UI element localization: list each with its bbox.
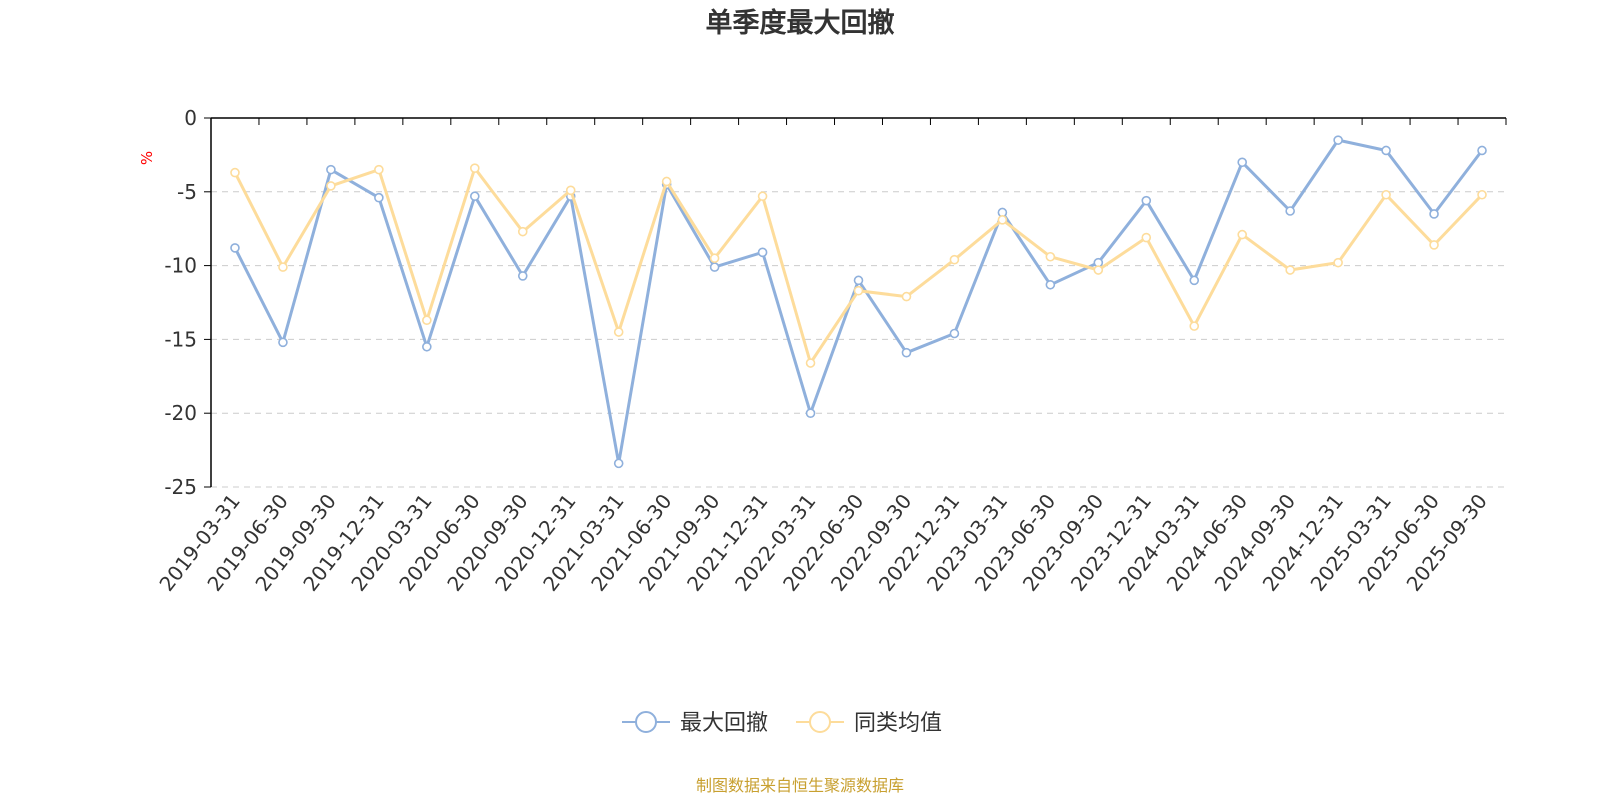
series-1-point	[1045, 279, 1056, 290]
series-2-point	[278, 262, 288, 272]
series-2-point	[805, 358, 816, 368]
series-1-point	[517, 271, 528, 281]
series-1-point	[278, 337, 288, 348]
series-2-point	[1333, 257, 1343, 268]
legend-label-2: 同类均值	[854, 711, 942, 736]
series-1-point	[805, 408, 816, 419]
series-2-point	[901, 291, 912, 302]
legend-marker-1	[635, 711, 657, 733]
y-tick-label: -10	[164, 254, 197, 278]
series-2-point	[709, 253, 720, 264]
series-2-point	[1093, 265, 1104, 275]
series-2-point	[1429, 240, 1439, 250]
series-2-point	[949, 254, 960, 265]
series-1-point	[1189, 275, 1200, 286]
series-1-point	[853, 275, 864, 286]
series-group	[230, 135, 1487, 469]
series-1-point	[949, 328, 960, 339]
series-2-point	[997, 215, 1008, 225]
series-2-point	[469, 163, 480, 173]
series-2-point	[422, 315, 432, 326]
series-2-point	[1285, 265, 1295, 275]
series-2-point	[1237, 229, 1248, 240]
series-1-point	[1237, 157, 1248, 168]
legend-marker-2	[809, 711, 831, 733]
series-1-point	[1381, 145, 1391, 156]
y-tick-label: -20	[164, 401, 197, 425]
series-2-point	[565, 185, 576, 196]
series-1-point	[613, 458, 624, 469]
series-2-point	[757, 191, 768, 202]
series-1-point	[1477, 145, 1487, 156]
series-1-point	[1333, 135, 1343, 145]
series-2-point	[326, 181, 336, 191]
series-2-point	[1477, 189, 1487, 200]
series-2-point	[374, 164, 384, 175]
series-1-point	[374, 192, 384, 203]
series-1-point	[1141, 195, 1152, 206]
series-2-point	[517, 226, 528, 237]
series-1-point	[1429, 209, 1439, 219]
y-tick-label: 0	[184, 106, 197, 130]
y-tick-label: -15	[164, 327, 197, 351]
series-2-point	[661, 176, 672, 187]
series-2-point	[1189, 321, 1200, 331]
series-1-point	[326, 164, 336, 175]
legend: 最大回撤 同类均值	[622, 711, 942, 736]
source-note: 制图数据来自恒生聚源数据库	[696, 776, 904, 795]
series-1-point	[757, 247, 768, 258]
series-2-point	[1045, 251, 1056, 262]
legend-label-1: 最大回撤	[680, 711, 768, 736]
series-1-point	[469, 191, 480, 202]
y-tick-label: -25	[164, 475, 197, 499]
series-2-point	[1381, 189, 1391, 200]
gridlines	[211, 191, 1506, 488]
series-1-point	[422, 341, 432, 352]
y-tick-label: -5	[177, 180, 197, 204]
series-2-point	[613, 327, 624, 337]
series-1-point	[1285, 206, 1295, 216]
series-1-point	[230, 243, 240, 253]
y-axis-ticks: 0 -5 -10 -15 -20 -25	[164, 106, 211, 499]
series-2-point	[230, 167, 240, 178]
chart-title: 单季度最大回撤	[706, 7, 895, 39]
series-1-point	[709, 262, 720, 272]
series-1-point	[901, 347, 912, 358]
series-2-point	[853, 285, 864, 296]
series-2-point	[1141, 232, 1152, 243]
y-axis-unit: %	[138, 151, 156, 165]
axes	[210, 117, 1506, 487]
